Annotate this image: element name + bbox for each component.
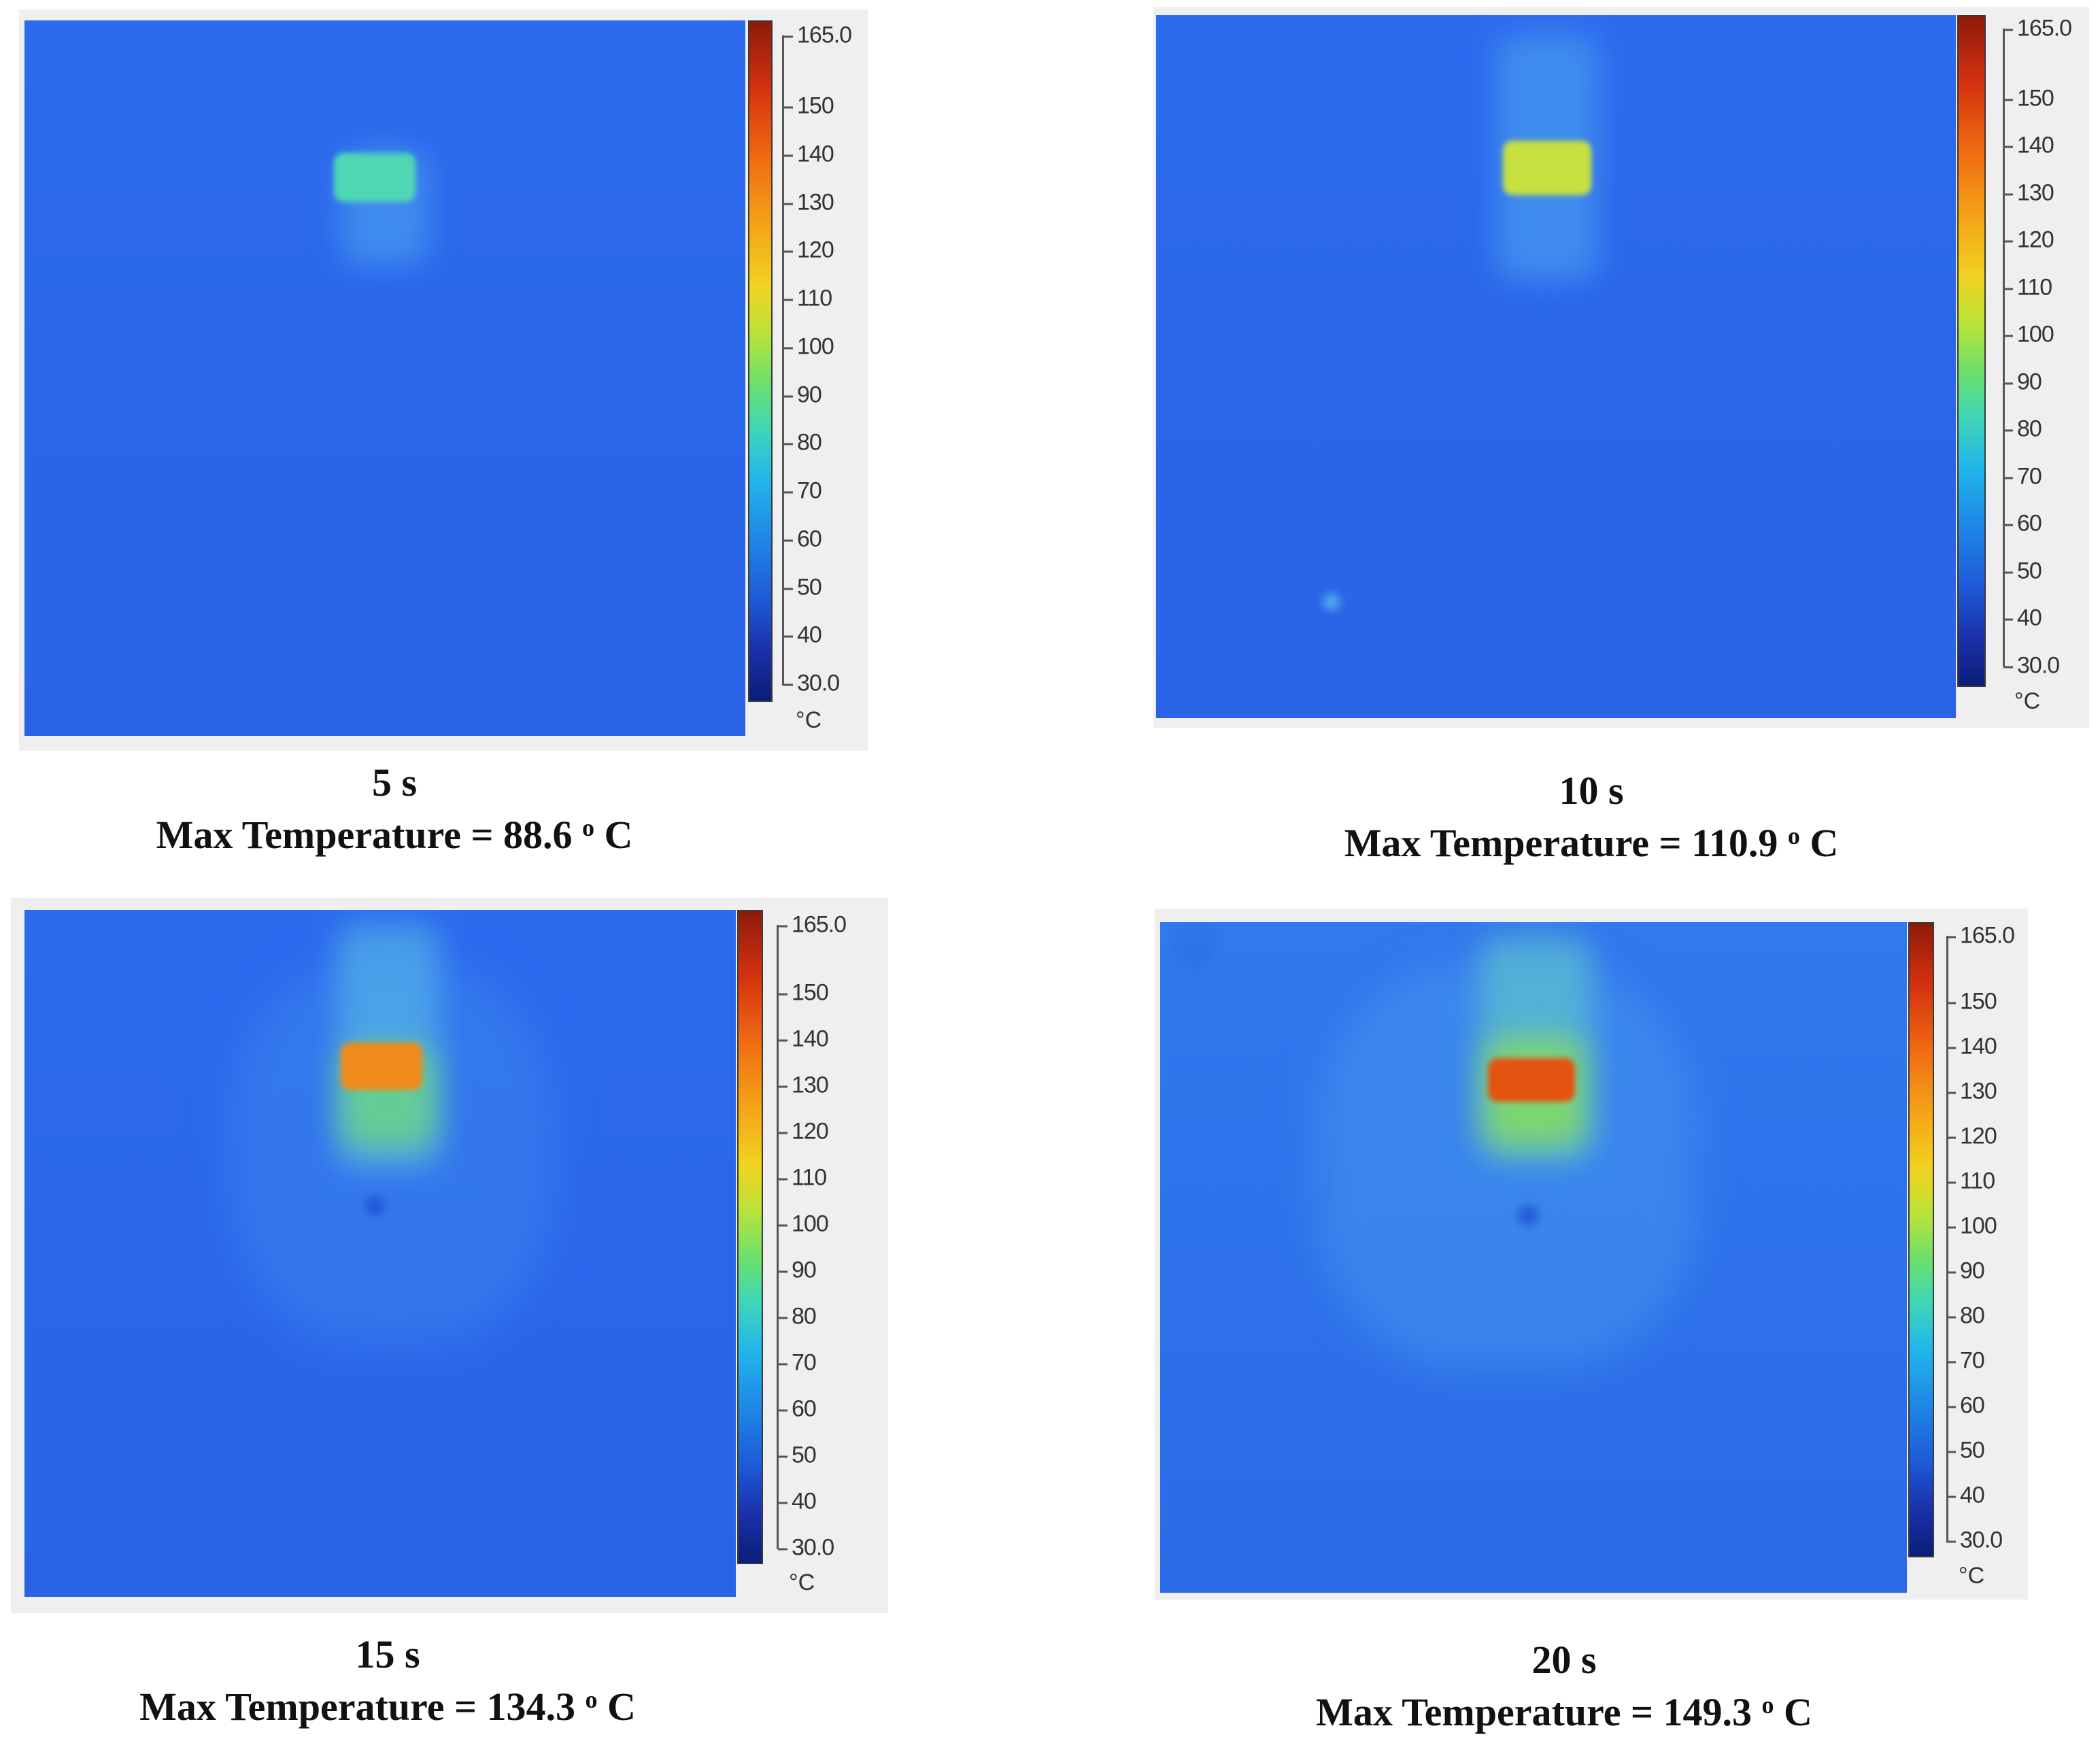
tick-label: 130 <box>783 189 834 216</box>
tick-label: 50 <box>778 1442 817 1468</box>
tick-label: 120 <box>1946 1123 1997 1149</box>
tick-label: 165.0 <box>2003 15 2072 41</box>
colorbar-5s <box>748 20 773 702</box>
colorbar-unit: °C <box>789 1570 815 1595</box>
tick-label: 30.0 <box>1946 1527 2003 1553</box>
tick-label: 100 <box>783 333 834 360</box>
colorbar-unit: °C <box>1959 1563 1985 1589</box>
tick-label: 80 <box>778 1303 817 1330</box>
tick-label: 40 <box>2003 605 2042 631</box>
tick-label: 60 <box>778 1396 817 1422</box>
tick-label: 130 <box>1946 1078 1997 1104</box>
tick-label: 90 <box>2003 369 2042 395</box>
colorbar-axis-10s <box>2003 29 2005 666</box>
tick-label: 130 <box>778 1072 829 1098</box>
hot-spot <box>334 153 416 202</box>
tick-label: 50 <box>2003 558 2042 584</box>
tick-label: 60 <box>2003 510 2042 537</box>
tick-label: 70 <box>783 477 822 504</box>
tick-label: 30.0 <box>777 1534 834 1561</box>
tick-label: 120 <box>2003 226 2054 253</box>
tick-label: 40 <box>778 1488 817 1515</box>
tick-label: 70 <box>2003 463 2042 490</box>
time-label: 20 s <box>1531 1638 1597 1682</box>
tick-label: 140 <box>2003 132 2054 158</box>
tick-label: 30.0 <box>783 670 840 696</box>
time-label: 5 s <box>371 760 418 805</box>
thermal-image-15s <box>24 910 736 1597</box>
colorbar-axis-20s <box>1946 936 1948 1542</box>
max-temperature-label: Max Temperature = 134.3 o C <box>139 1685 636 1729</box>
tick-label: 100 <box>2003 321 2054 348</box>
tick-label: 120 <box>783 237 834 263</box>
caption-5s: 5 s Max Temperature = 88.6 o C <box>54 760 734 858</box>
caption-10s: 10 s Max Temperature = 110.9 o C <box>1251 768 1931 866</box>
time-label: 10 s <box>1559 768 1624 813</box>
tick-label: 80 <box>1946 1302 1985 1329</box>
tick-label: 110 <box>783 285 832 311</box>
tick-label: 150 <box>778 979 829 1006</box>
colorbar-unit: °C <box>2014 688 2041 714</box>
tick-label: 90 <box>783 382 822 408</box>
tick-label: 60 <box>783 526 822 552</box>
tick-label: 150 <box>2003 85 2054 112</box>
tick-label: 70 <box>778 1349 817 1376</box>
hot-spot <box>1488 1058 1575 1102</box>
tick-label: 50 <box>783 574 822 601</box>
caption-20s: 20 s Max Temperature = 149.3 o C <box>1224 1638 1904 1735</box>
thermal-image-10s <box>1156 15 1956 718</box>
tick-label: 30.0 <box>2003 652 2060 679</box>
tick-label: 40 <box>1946 1482 1985 1508</box>
tick-label: 40 <box>783 622 822 648</box>
colorbar-axis-5s <box>782 35 784 686</box>
colorbar-15s <box>737 910 763 1564</box>
tick-label: 110 <box>2003 274 2052 301</box>
tick-label: 110 <box>1946 1168 1995 1194</box>
max-temperature-label: Max Temperature = 110.9 o C <box>1344 821 1839 865</box>
tick-label: 80 <box>2003 416 2042 442</box>
tick-label: 90 <box>778 1257 817 1283</box>
tick-label: 150 <box>1946 988 1997 1015</box>
colorbar-axis-15s <box>777 925 779 1549</box>
tick-label: 80 <box>783 429 822 456</box>
tick-label: 165.0 <box>777 911 847 938</box>
caption-15s: 15 s Max Temperature = 134.3 o C <box>48 1632 728 1729</box>
tick-label: 165.0 <box>783 22 852 48</box>
tick-label: 100 <box>1946 1213 1997 1239</box>
max-temperature-label: Max Temperature = 88.6 o C <box>156 813 633 857</box>
hot-spot <box>341 1043 422 1090</box>
tick-label: 165.0 <box>1946 922 2015 949</box>
tick-label: 140 <box>783 141 834 167</box>
tick-label: 130 <box>2003 180 2054 206</box>
colorbar-20s <box>1908 922 1934 1557</box>
thermal-image-20s <box>1160 922 1907 1593</box>
tick-label: 70 <box>1946 1347 1985 1374</box>
tick-label: 100 <box>778 1211 829 1237</box>
tick-label: 90 <box>1946 1257 1985 1284</box>
tick-label: 140 <box>778 1026 829 1052</box>
max-temperature-label: Max Temperature = 149.3 o C <box>1316 1690 1812 1734</box>
tick-label: 50 <box>1946 1437 1985 1464</box>
colorbar-unit: °C <box>796 707 822 733</box>
tick-label: 60 <box>1946 1392 1985 1419</box>
tick-label: 120 <box>778 1118 829 1145</box>
hot-spot <box>1503 141 1591 195</box>
tick-label: 150 <box>783 92 834 119</box>
thermal-image-5s <box>24 20 745 736</box>
tick-label: 140 <box>1946 1033 1997 1060</box>
time-label: 15 s <box>355 1632 420 1676</box>
tick-label: 110 <box>777 1164 827 1191</box>
colorbar-10s <box>1957 15 1986 687</box>
